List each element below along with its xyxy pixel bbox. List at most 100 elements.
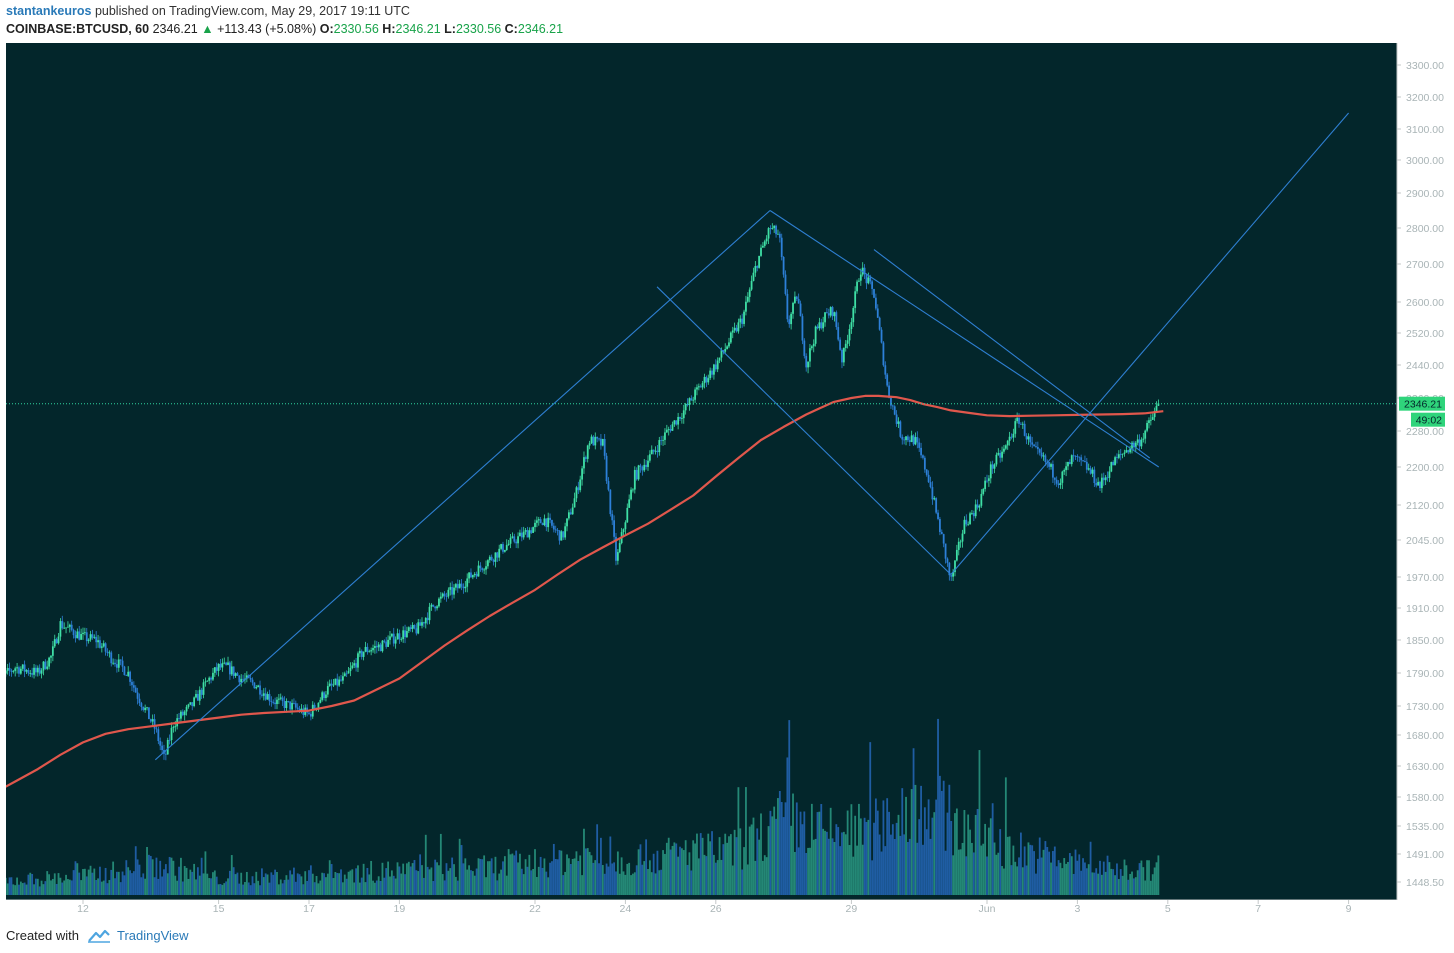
volume-bar [283,879,286,895]
candle-body [475,573,478,577]
volume-bar [569,864,572,895]
trendline[interactable] [873,249,1151,459]
volume-bar [134,846,137,895]
volume-bar [709,841,712,895]
volume-bar [379,880,382,895]
volume-bar [528,854,531,895]
trendline[interactable] [656,286,952,575]
candle-body [1057,483,1060,486]
volume-bar [978,750,981,895]
volume-bar [927,799,930,895]
volume-bar [421,865,423,895]
volume-bar [688,852,691,895]
candle-body [99,640,101,648]
candle-body [287,701,290,702]
candle-body [1053,477,1056,480]
candle-body [592,436,595,446]
candle-body [743,311,745,324]
volume-bar [195,879,197,895]
trendline[interactable] [769,210,1160,468]
volume-bar [861,844,864,895]
candle-body [714,364,717,370]
candle-body [933,498,936,500]
candle-body [820,322,823,329]
volume-bar [19,881,22,895]
candle-body [441,593,444,597]
volume-bar [922,844,924,895]
volume-bar [51,878,54,895]
volume-bar [206,873,209,895]
volume-bar [155,857,158,895]
volume-bar [375,880,378,895]
volume-bar [97,878,99,895]
candle-body [421,622,423,626]
volume-bar [697,858,700,895]
candle-body [690,398,693,401]
tradingview-link[interactable]: TradingView [116,928,189,943]
published-text: published on TradingView.com, May 29, 20… [94,4,410,18]
volume-bar [961,842,964,895]
candle-body [51,646,54,656]
volume-bar [202,873,205,895]
candle-body [477,565,480,577]
candle-body [737,322,740,332]
candle-body [323,692,325,699]
volume-bar [626,863,629,895]
volume-bar [1093,872,1096,895]
trendlines[interactable] [154,112,1350,761]
time-tick-label: 26 [710,903,722,915]
tradingview-logo-icon[interactable] [87,929,111,943]
candle-body [291,702,293,710]
candle-body [673,420,676,425]
volume-bar [1012,845,1015,895]
price-tick-label: 2200.00 [1406,462,1444,474]
trendline[interactable] [154,210,771,761]
candle-body [419,622,422,626]
candle-body [16,667,18,669]
candle-body [1136,439,1139,443]
volume-bar [842,831,845,895]
time-axis[interactable]: 12 15 17 19 22 24 26 29 Jun 3 5 7 9 [77,900,1352,915]
trendline[interactable] [950,112,1350,575]
candle-body [178,718,180,719]
author-link[interactable]: stantankeuros [6,4,92,18]
candle-body [355,663,357,668]
candle-body [773,225,776,229]
candle-body [268,694,271,702]
candle-body [432,604,435,607]
volume-bar [880,851,883,895]
volume-bar [910,789,913,895]
volume-bar [309,865,312,895]
volume-bar [1038,837,1041,895]
candle-body [1082,460,1084,462]
volume-bar [225,881,228,895]
candle-body [558,530,561,541]
candle-body [1106,477,1109,479]
candle-body [1055,479,1058,484]
volume-bar [703,854,706,895]
candle-body [948,562,951,576]
candle-body [1110,462,1113,472]
volume-bar [125,860,128,895]
volume-bar [1119,869,1122,895]
volume-bar [127,867,130,895]
volume-bar [330,864,333,895]
volume-bar [1112,869,1115,895]
candle-body [104,643,107,652]
candle-body [564,526,567,538]
volume-bar [245,871,248,895]
candle-body [38,667,41,674]
volume-bar [530,870,533,895]
candle-body [745,301,747,312]
price-axis[interactable]: 3300.00 3200.00 3100.00 3000.00 2900.00 2800.… [1397,60,1444,889]
candle-body [1157,403,1160,406]
volume-bar [140,877,143,895]
volume-bar [867,819,870,895]
volume-bar [325,877,327,895]
candle-body [758,255,761,268]
volume-bar [824,830,826,895]
volume-bar [761,860,764,895]
candle-body [202,682,205,695]
volume-bar [780,802,783,895]
price-chart[interactable]: 3300.00 3200.00 3100.00 3000.00 2900.00 2800.… [6,43,1450,916]
